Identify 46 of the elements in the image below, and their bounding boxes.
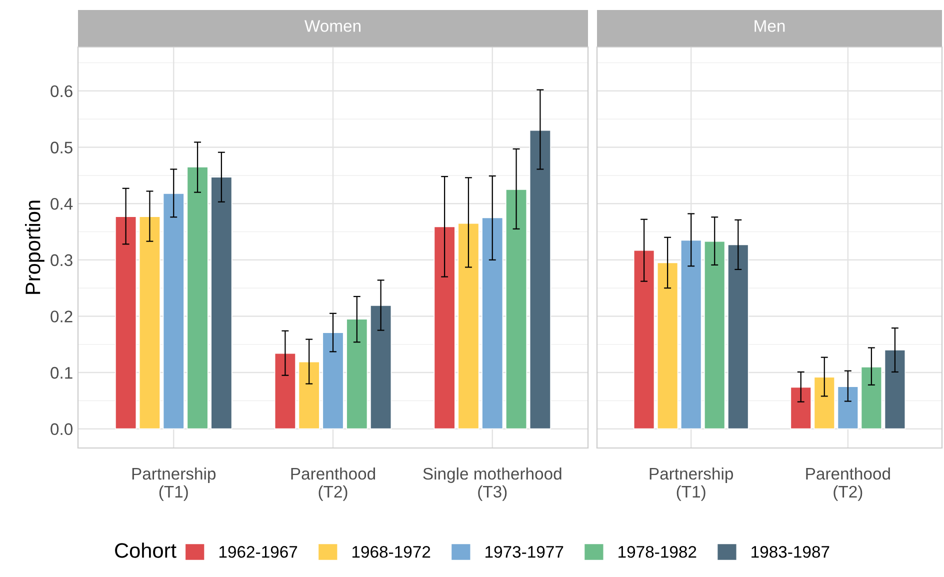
bar <box>656 262 678 430</box>
y-tick-label: 0.1 <box>50 366 72 379</box>
legend-label: 1978-1982 <box>618 546 696 558</box>
bar <box>346 318 368 430</box>
chart-title: Women <box>304 20 360 32</box>
bar <box>138 216 160 430</box>
y-tick-label: 0.2 <box>50 310 72 322</box>
x-tick-label: Partnership (T1) <box>650 467 734 501</box>
legend-title: Cohort <box>115 542 176 558</box>
bar <box>790 386 812 430</box>
bar <box>434 226 456 430</box>
bar <box>680 240 702 430</box>
bar <box>814 376 835 430</box>
bar <box>529 130 551 430</box>
legend-label: 1973-1977 <box>486 546 564 558</box>
legend-label: 1968-1972 <box>352 546 430 558</box>
y-tick-label: 0.5 <box>50 142 72 154</box>
bar <box>322 332 344 430</box>
bar <box>633 250 655 430</box>
bar <box>728 244 749 430</box>
legend-label: 1962-1967 <box>219 546 298 558</box>
bar <box>704 240 726 430</box>
bar <box>458 222 480 430</box>
bar <box>370 305 392 430</box>
bar <box>210 176 232 430</box>
x-tick-label: Parenthood (T2) <box>806 467 890 501</box>
bar <box>482 217 504 430</box>
bar <box>186 166 208 430</box>
bar <box>837 386 859 430</box>
x-tick-label: Single motherhood (T3) <box>423 467 562 501</box>
y-tick-label: 0.4 <box>50 198 73 210</box>
chart-title: Men <box>754 20 785 32</box>
legend-label: 1983-1987 <box>752 546 830 558</box>
bar <box>274 352 296 430</box>
bar <box>506 189 528 430</box>
x-tick-label: Partnership (T1) <box>132 467 216 501</box>
y-tick-label: 0.6 <box>50 85 72 98</box>
bar <box>860 366 882 430</box>
y-axis-title: Proportion <box>24 200 44 294</box>
y-tick-label: 0.0 <box>50 423 72 436</box>
x-tick-label: Parenthood (T2) <box>291 467 376 501</box>
bar <box>115 216 137 430</box>
bar <box>162 193 184 430</box>
bar <box>884 350 906 430</box>
y-tick-label: 0.3 <box>50 254 72 266</box>
bar <box>298 361 320 430</box>
